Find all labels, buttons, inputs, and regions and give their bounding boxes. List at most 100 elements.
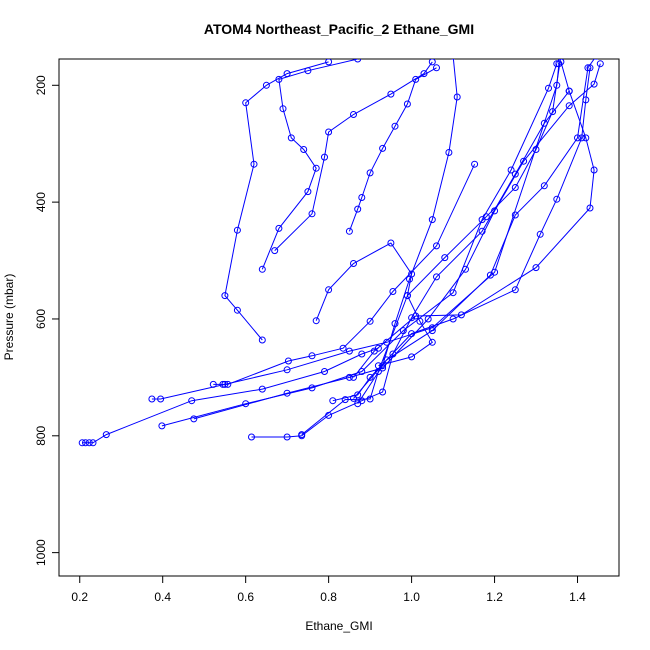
- series-13: [258, 59, 362, 273]
- data-point: [511, 184, 519, 191]
- data-point: [262, 81, 270, 89]
- data-point: [350, 260, 357, 267]
- series-4: [190, 60, 604, 423]
- data-point: [453, 93, 461, 101]
- x-axis-label: Ethane_GMI: [305, 619, 372, 633]
- x-tick-label: 0.2: [71, 590, 88, 604]
- data-point: [486, 271, 494, 279]
- data-point: [511, 211, 519, 219]
- series-line: [224, 61, 329, 341]
- data-point: [304, 188, 312, 196]
- data-point: [408, 270, 416, 278]
- data-point: [350, 394, 357, 402]
- data-point: [312, 164, 320, 172]
- data-point: [383, 356, 391, 364]
- data-point: [374, 362, 382, 370]
- x-tick-label: 0.8: [320, 590, 337, 604]
- data-point: [511, 286, 519, 294]
- data-point: [321, 368, 328, 375]
- data-point: [283, 389, 291, 397]
- series-8: [329, 64, 594, 405]
- series-line: [301, 59, 561, 435]
- y-axis-label: Pressure (mbar): [2, 274, 16, 361]
- series-9: [350, 59, 599, 402]
- data-point: [354, 400, 362, 408]
- series-line: [315, 242, 433, 367]
- series-line: [151, 63, 560, 400]
- data-point: [387, 90, 395, 98]
- data-point: [304, 67, 312, 75]
- series-16: [345, 64, 440, 235]
- data-point: [354, 205, 362, 213]
- x-tick-label: 0.6: [237, 590, 254, 604]
- data-point: [574, 134, 581, 142]
- data-point: [416, 317, 424, 325]
- data-point: [536, 230, 544, 238]
- data-point: [321, 153, 328, 161]
- data-point: [233, 226, 241, 234]
- series-line: [348, 67, 437, 232]
- data-point: [462, 265, 469, 273]
- series-line: [251, 90, 570, 438]
- data-point: [540, 182, 548, 190]
- data-point: [408, 314, 416, 322]
- data-point: [148, 395, 156, 403]
- series-15: [312, 239, 436, 370]
- data-point: [594, 59, 599, 60]
- series-5: [209, 160, 479, 388]
- data-point: [433, 242, 440, 250]
- series-1: [78, 344, 382, 447]
- data-point: [300, 146, 308, 153]
- data-point: [565, 87, 573, 95]
- data-point: [582, 134, 590, 142]
- data-point: [451, 59, 456, 60]
- series-14: [271, 59, 436, 255]
- data-point: [325, 128, 333, 136]
- data-point: [387, 239, 395, 247]
- y-tick-label: 200: [34, 75, 48, 95]
- series-6: [248, 87, 573, 441]
- data-point: [339, 344, 347, 352]
- data-point: [532, 264, 540, 272]
- series-line: [161, 63, 558, 427]
- data-point: [341, 396, 349, 404]
- data-point: [449, 315, 457, 323]
- data-point: [287, 134, 295, 142]
- data-point: [308, 352, 316, 360]
- y-tick-label: 800: [34, 425, 48, 445]
- data-point: [157, 395, 165, 403]
- data-point: [209, 380, 217, 388]
- data-point: [85, 439, 93, 447]
- data-point: [190, 415, 198, 423]
- series-11: [354, 59, 461, 408]
- data-point: [325, 59, 333, 66]
- data-point: [224, 380, 232, 388]
- data-point: [433, 64, 440, 72]
- data-point: [284, 357, 292, 365]
- data-point: [366, 395, 374, 403]
- data-point: [350, 373, 357, 381]
- data-point: [428, 338, 436, 346]
- data-point: [350, 111, 357, 118]
- data-point: [219, 380, 227, 388]
- data-point: [511, 170, 519, 178]
- data-point: [308, 210, 316, 218]
- data-point: [590, 166, 598, 174]
- series-line: [353, 59, 595, 399]
- y-tick-label: 600: [34, 309, 48, 329]
- series-line: [193, 63, 601, 420]
- series-line: [213, 163, 476, 385]
- data-point: [565, 102, 573, 110]
- data-point: [578, 134, 586, 142]
- y-tick-label: 1000: [34, 539, 48, 566]
- data-point: [428, 216, 436, 224]
- data-point: [298, 431, 306, 439]
- series-line: [274, 61, 433, 251]
- data-point: [275, 224, 283, 232]
- data-point: [445, 149, 453, 156]
- data-point: [557, 59, 565, 66]
- y-tick-label: 400: [34, 192, 48, 212]
- data-point: [354, 59, 362, 63]
- data-point: [408, 353, 416, 361]
